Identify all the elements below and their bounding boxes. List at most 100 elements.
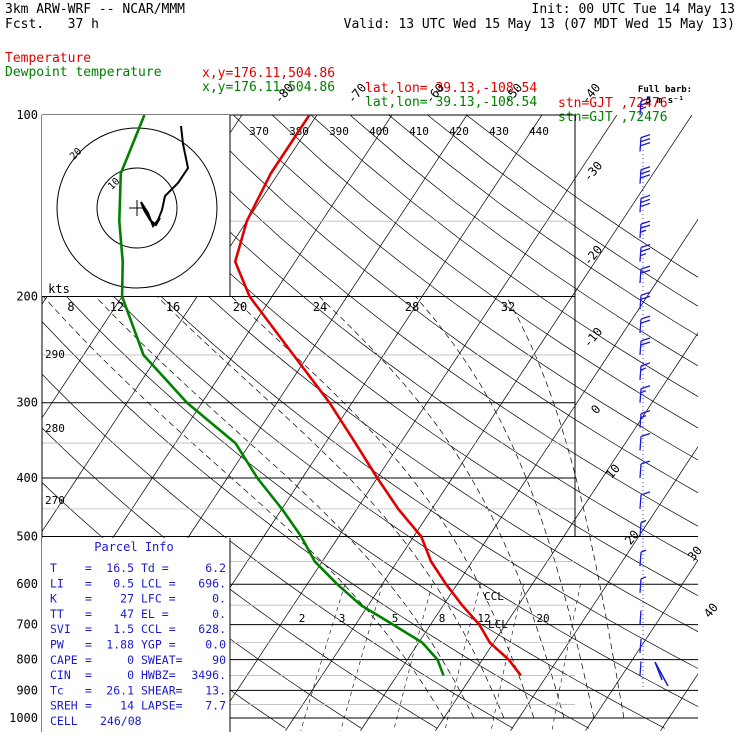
wind-barb-flag	[640, 202, 651, 207]
temperature-profile	[233, 115, 522, 677]
parcel-row-label: TT	[50, 607, 64, 621]
parcel-row-label: SREH	[50, 699, 78, 713]
parcel-row-label: CELL	[50, 714, 78, 728]
pressure-tick-label: 800	[16, 653, 38, 667]
init-time: Init: 00 UTC Tue 14 May 13	[531, 2, 736, 17]
wind-barb-half	[640, 519, 647, 524]
isotherm-label: -30	[581, 159, 606, 185]
mixing-ratio-line	[490, 584, 524, 731]
isotherm-label: -60	[423, 81, 448, 107]
parcel-info-panel: Parcel Info T = 16.5 Td = 6.2 LI = 0.5 LCL = 696. K…	[42, 538, 231, 732]
hodograph-scale-label: 24	[313, 300, 327, 314]
parcel-row-label: PW	[50, 638, 64, 652]
parcel-row-label: K	[50, 592, 57, 606]
wind-barb-flag	[640, 174, 651, 179]
parcel-row-value: 246/08	[100, 714, 142, 728]
moist-adiabat-line	[231, 296, 535, 719]
parcel-row-value-right: 0.	[212, 592, 226, 606]
dry-adiabat-line	[116, 115, 698, 561]
parcel-row-label: CIN	[50, 668, 71, 682]
wind-barb-flag	[640, 170, 651, 175]
wind-barb-shaft	[639, 169, 642, 184]
dewpoint-legend-label: Dewpoint temperature	[5, 65, 162, 80]
dry-adiabat-line	[349, 115, 698, 367]
wind-barb-shaft	[639, 388, 642, 403]
barb-key: Full barb: 5 m s⁻¹	[638, 85, 692, 106]
wind-barb-half	[640, 229, 647, 233]
isotherm-line	[660, 673, 698, 731]
isotherm-label: 20	[622, 527, 642, 547]
isotherm-label: -70	[345, 81, 370, 107]
theta-label: 390	[329, 125, 349, 138]
parcel-row-value-right: 696.	[198, 576, 226, 590]
wind-barbs	[639, 97, 669, 690]
wind-barb	[639, 166, 651, 184]
mixing-ratio-line	[340, 584, 383, 731]
parcel-row-eq: =	[85, 592, 92, 606]
mixing-ratio-label: 12	[477, 612, 490, 625]
isotherm-line	[510, 446, 698, 731]
wind-barb-shaft	[639, 137, 642, 152]
wind-barb-flag	[640, 432, 651, 438]
moist-adiabat-line	[415, 296, 595, 719]
parcel-row-label: LI	[50, 576, 64, 590]
mixing-ratio-label: 5	[392, 612, 399, 625]
temperature-legend-xy: x,y=176.11,504.86	[202, 66, 336, 81]
parcel-row-eq: =	[85, 638, 92, 652]
parcel-panel-title: Parcel Info	[94, 540, 173, 554]
wind-barb	[639, 576, 647, 593]
theta-label-left: 270	[45, 494, 65, 507]
parcel-row-value: 1.88	[106, 638, 134, 652]
parcel-row-eq: =	[85, 561, 92, 575]
wind-barb-flag	[640, 337, 651, 342]
wind-barb-flag	[640, 491, 651, 496]
parcel-row-value-right: 628.	[198, 622, 226, 636]
parcel-row-value-right: 0.0	[205, 638, 226, 652]
parcel-row-eq: =	[85, 653, 92, 667]
isotherm-label: -50	[501, 81, 526, 107]
wind-barb-shaft	[639, 413, 642, 428]
parcel-row-value: 26.1	[106, 683, 134, 697]
wind-barb-flag	[640, 224, 651, 229]
wind-barb-half	[640, 415, 647, 419]
wind-barb-shaft	[639, 436, 642, 451]
wind-barb	[639, 519, 647, 537]
parcel-row-value-right: 90	[212, 653, 226, 667]
parcel-row-eq: =	[85, 607, 92, 621]
theta-label-left: 290	[45, 348, 65, 361]
dewpoint-legend-latlon: lat,lon= 39.13,-108.54	[365, 95, 538, 110]
wind-barb	[639, 220, 651, 239]
model-title: 3km ARW-WRF -- NCAR/MMM	[5, 2, 186, 17]
parcel-row-value-right: 6.2	[205, 561, 226, 575]
wind-barb-shaft	[639, 295, 642, 310]
wind-barb	[639, 491, 651, 509]
wind-barb	[639, 265, 651, 284]
isotherm-label: 30	[685, 543, 705, 563]
isotherm-line	[42, 115, 318, 533]
hodograph-background	[42, 115, 230, 296]
wind-barb	[639, 549, 647, 567]
dewpoint-profile	[118, 115, 445, 676]
wind-barb-flag	[640, 166, 651, 171]
hodograph-scale-label: kts	[48, 282, 70, 296]
wind-barb-half	[640, 252, 647, 257]
parcel-row-value: 0.5	[113, 576, 134, 590]
wind-barb-flag	[640, 385, 651, 390]
wind-barb-shaft	[639, 494, 642, 509]
parcel-row-eq: =	[85, 683, 92, 697]
parcel-row-value: 1.5	[113, 622, 134, 636]
parcel-row-label-right: LCL =	[141, 576, 176, 590]
wind-barb-shaft	[639, 247, 642, 262]
moist-adiabat-line	[506, 296, 625, 719]
isotherm-label: 40	[701, 600, 721, 620]
parcel-row-label: CAPE	[50, 653, 78, 667]
parcel-row-value: 47	[120, 607, 134, 621]
wind-barb-shaft	[639, 269, 642, 284]
theta-label: 410	[409, 125, 429, 138]
wind-barb-flag	[640, 137, 651, 143]
pressure-tick-label: 1000	[9, 711, 38, 725]
surface-wind-barb	[654, 661, 669, 687]
sounding-profiles	[118, 115, 522, 677]
hodograph-trace	[140, 125, 190, 228]
mixing-ratio-label: 8	[439, 612, 446, 625]
